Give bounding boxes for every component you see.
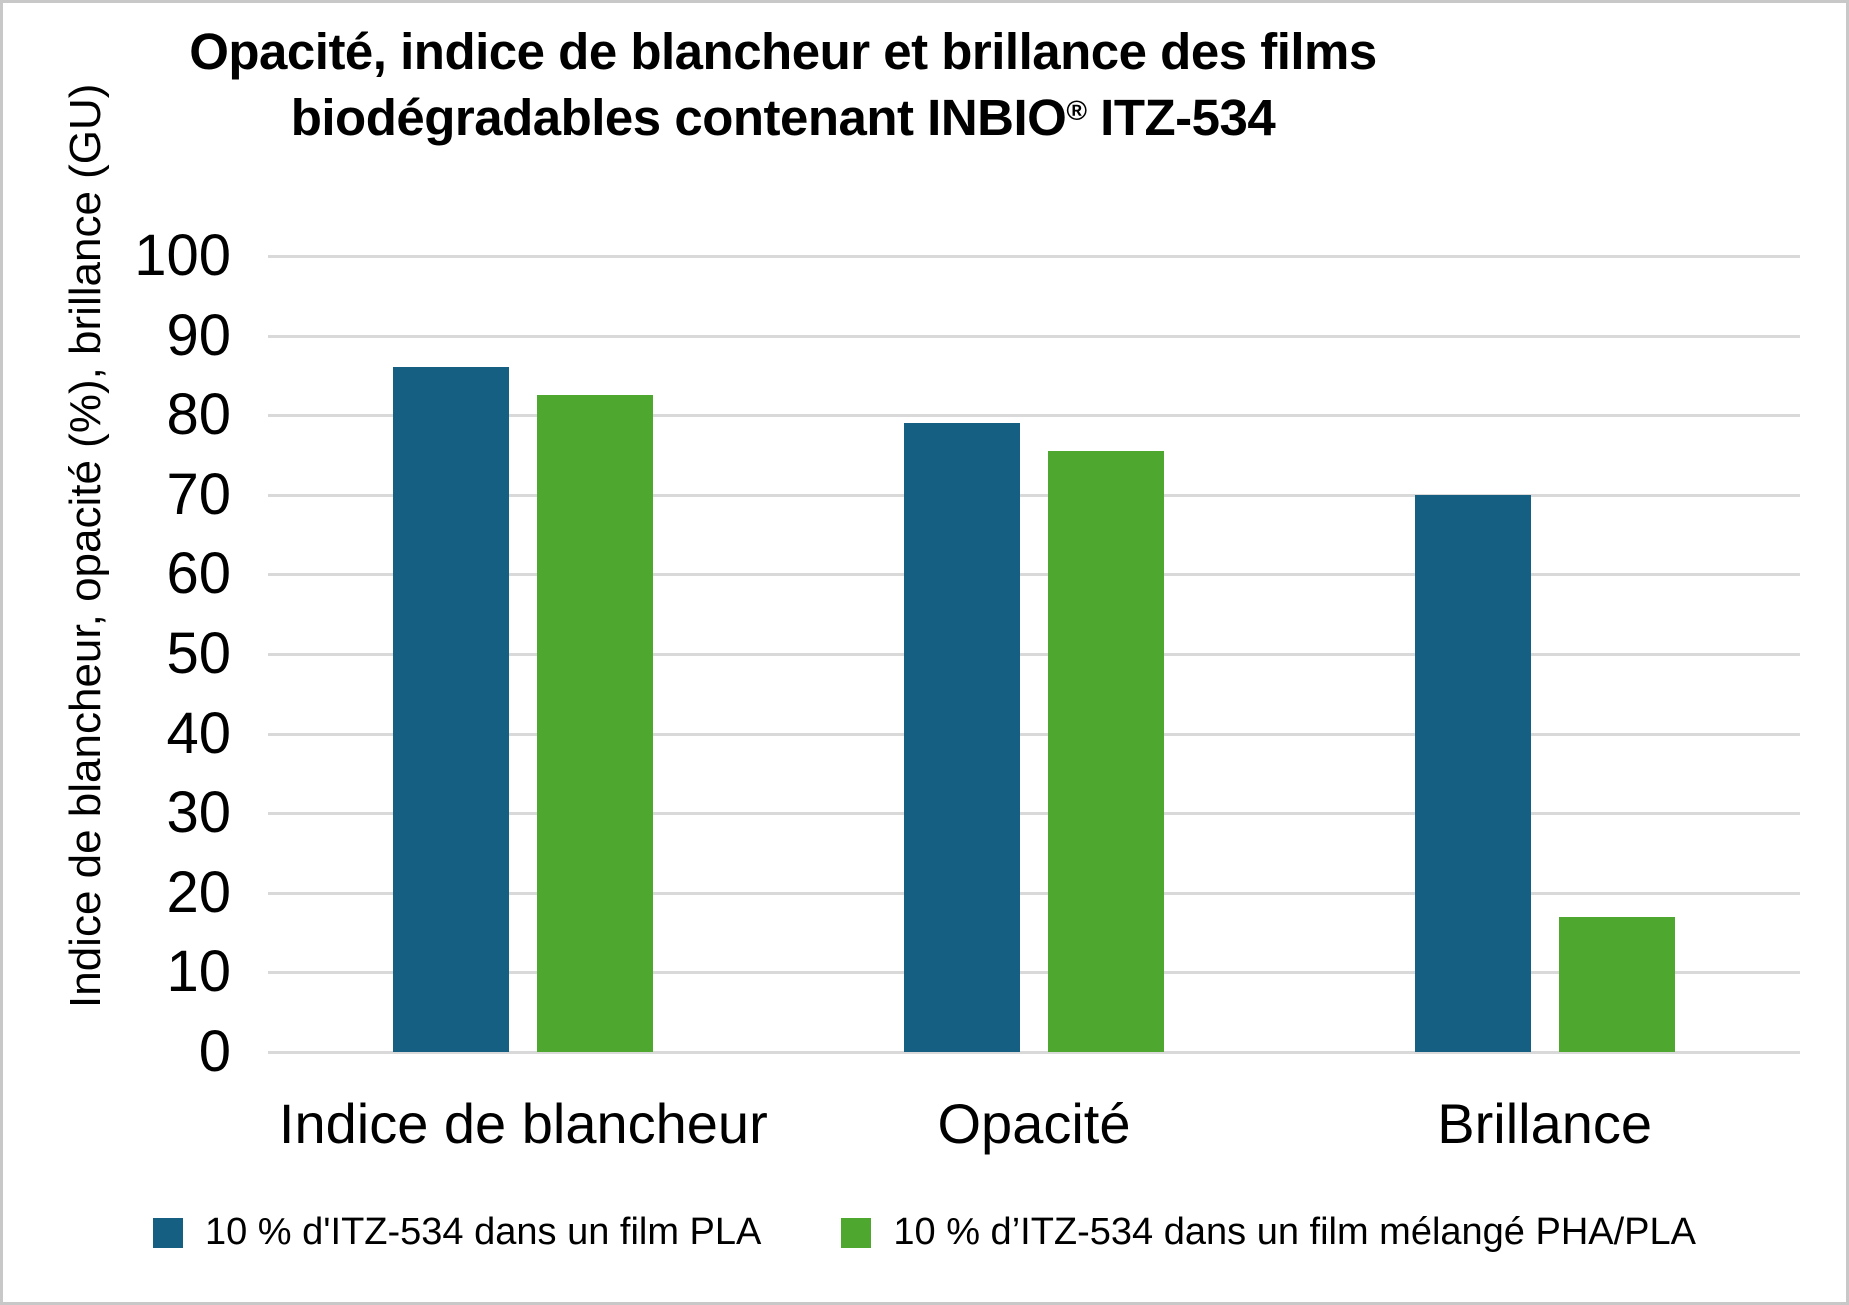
gridline: [268, 334, 1800, 338]
bar-series-1: [537, 395, 654, 1052]
y-tick-label: 60: [166, 541, 231, 607]
chart-title-line2: biodégradables contenant INBIO® ITZ-534: [118, 85, 1448, 151]
bar-series-0: [393, 367, 510, 1052]
bar-series-1: [1558, 916, 1675, 1052]
y-tick-label: 20: [166, 859, 231, 925]
chart-title-line1: Opacité, indice de blancheur et brillanc…: [189, 23, 1377, 80]
gridline: [268, 1051, 1800, 1054]
y-tick-label: 70: [166, 461, 231, 527]
x-category-label: Indice de blancheur: [278, 1092, 768, 1155]
y-tick-label: 40: [166, 700, 231, 766]
gridline: [268, 971, 1800, 975]
y-tick-label: 100: [134, 223, 231, 288]
registered-trademark-symbol: ®: [1066, 94, 1087, 126]
legend: 10 % d'ITZ-534 dans un film PLA 10 % d’IT…: [3, 1211, 1846, 1254]
chart-title-line2-suffix: ITZ-534: [1086, 89, 1276, 147]
chart-title-line2-text: biodégradables contenant INBIO: [290, 89, 1067, 147]
y-tick-label: 90: [166, 302, 231, 368]
legend-swatch-icon: [152, 1217, 183, 1248]
bar-series-1: [1048, 451, 1164, 1052]
gridline: [268, 732, 1800, 736]
legend-swatch-icon: [841, 1217, 872, 1248]
y-tick-label: 0: [198, 1019, 231, 1084]
legend-label: 10 % d'ITZ-534 dans un film PLA: [204, 1211, 762, 1253]
bar-series-0: [1414, 494, 1531, 1052]
plot-area: [268, 255, 1800, 1054]
legend-item: 10 % d’ITZ-534 dans un film mélangé PHA/…: [841, 1211, 1696, 1254]
y-tick-label: 50: [166, 621, 231, 686]
gridline: [268, 812, 1800, 816]
bar-series-0: [904, 423, 1020, 1052]
chart-title: Opacité, indice de blancheur et brillanc…: [118, 19, 1448, 152]
gridline: [268, 891, 1800, 895]
gridline: [268, 414, 1800, 418]
gridline: [268, 255, 1800, 258]
y-tick-label: 10: [166, 939, 231, 1005]
legend-label: 10 % d’ITZ-534 dans un film mélangé PHA/…: [893, 1211, 1697, 1253]
x-category-label: Opacité: [937, 1092, 1131, 1155]
legend-item: 10 % d'ITZ-534 dans un film PLA: [152, 1211, 762, 1254]
y-tick-label: 80: [166, 382, 231, 448]
y-tick-label: 30: [166, 780, 231, 846]
gridline: [268, 493, 1800, 497]
gridline: [268, 653, 1800, 656]
gridline: [268, 573, 1800, 577]
x-category-label: Brillance: [1437, 1092, 1653, 1155]
